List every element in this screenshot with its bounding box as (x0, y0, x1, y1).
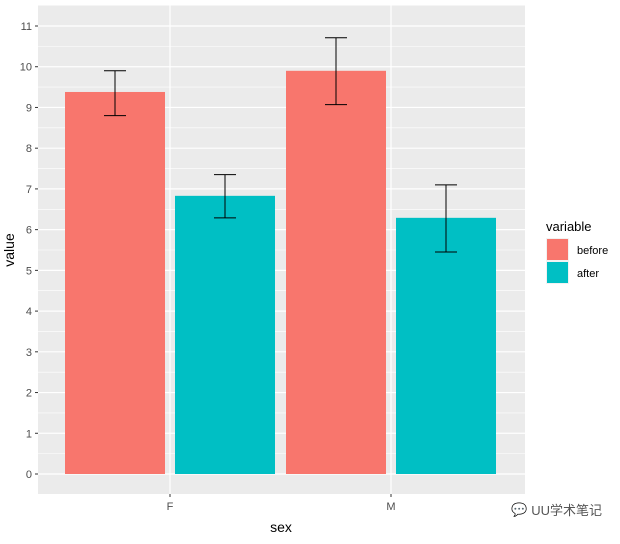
y-tick-label: 1 (26, 428, 32, 440)
y-tick-label: 0 (26, 469, 32, 481)
x-axis-title: sex (270, 519, 292, 535)
y-tick-label: 8 (26, 143, 32, 155)
y-tick-label: 9 (26, 102, 32, 114)
bar-after-F (175, 195, 275, 474)
y-tick-label: 2 (26, 388, 32, 400)
y-tick-label: 11 (21, 21, 32, 33)
y-tick-label: 3 (26, 347, 32, 359)
wechat-icon: 💬 (511, 501, 528, 517)
x-tick-label: M (386, 501, 395, 513)
y-tick-label: 6 (26, 225, 32, 237)
bar-before-M (286, 70, 386, 475)
y-tick-label: 7 (26, 184, 32, 196)
bar-before-F (65, 91, 165, 474)
y-tick-label: 10 (20, 62, 32, 74)
y-tick-label: 4 (26, 306, 32, 318)
legend-label: before (577, 245, 608, 257)
bar-after-M (396, 217, 496, 475)
y-axis-title: value (1, 233, 17, 267)
legend-key-before (547, 239, 568, 260)
y-tick-label: 5 (26, 265, 32, 277)
x-tick-label: F (167, 501, 174, 513)
legend-key-after (547, 262, 568, 283)
legend-title: variable (546, 219, 592, 234)
watermark: 💬 UU学术笔记 (511, 501, 602, 519)
legend-label: after (577, 268, 599, 280)
